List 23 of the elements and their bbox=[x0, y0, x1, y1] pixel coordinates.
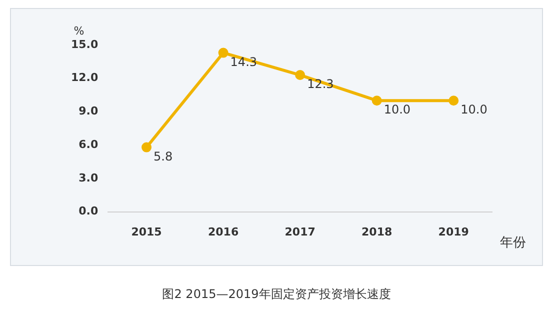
data-label: 5.8 bbox=[154, 149, 173, 164]
data-label: 10.0 bbox=[384, 102, 411, 117]
point bbox=[372, 96, 382, 106]
y-axis-title: % bbox=[74, 24, 84, 38]
x-tick-label: 2015 bbox=[131, 225, 162, 238]
point bbox=[218, 48, 228, 58]
y-tick-label: 15.0 bbox=[71, 38, 98, 51]
x-tick-label: 2016 bbox=[208, 225, 239, 238]
x-axis-title: 年份 bbox=[500, 235, 526, 250]
x-tick-label: 2017 bbox=[284, 225, 316, 238]
data-label: 14.3 bbox=[230, 54, 258, 69]
y-tick-label: 9.0 bbox=[78, 104, 98, 118]
x-tick-label: 2019 bbox=[438, 225, 469, 238]
y-tick-label: 12.0 bbox=[71, 71, 98, 84]
y-tick-label: 6.0 bbox=[78, 138, 98, 151]
point bbox=[448, 96, 459, 106]
y-tick-label: 3.0 bbox=[78, 171, 98, 184]
data-label: 10.0 bbox=[460, 102, 488, 117]
y-tick-label: 0.0 bbox=[78, 204, 98, 218]
text: 图2 2015—2019年固定资产投资增长速度 bbox=[161, 286, 392, 303]
point bbox=[142, 142, 152, 152]
x-tick-label: 2018 bbox=[362, 225, 392, 238]
point bbox=[295, 70, 306, 80]
